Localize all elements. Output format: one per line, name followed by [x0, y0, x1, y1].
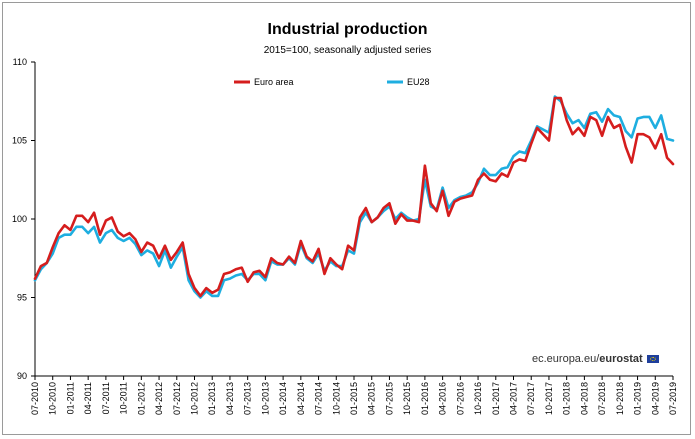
eurostat-credit: ec.europa.eu/eurostat	[532, 353, 659, 365]
credit-brand: eurostat	[599, 353, 643, 365]
chart-series	[33, 95, 675, 299]
eu-flag-icon	[646, 355, 659, 363]
x-tick-label: 10-2016	[473, 382, 483, 415]
x-tick-label: 07-2010	[30, 382, 40, 415]
x-tick-label: 07-2017	[526, 382, 536, 415]
x-tick-label: 01-2017	[491, 382, 501, 415]
x-tick-label: 01-2018	[562, 382, 572, 415]
x-tick-label: 01-2016	[420, 382, 430, 415]
x-tick-label: 04-2014	[296, 382, 306, 415]
x-tick-label: 10-2010	[48, 382, 58, 415]
x-tick-label: 07-2015	[384, 382, 394, 415]
chart-subtitle: 2015=100, seasonally adjusted series	[263, 45, 432, 56]
x-tick-label: 07-2012	[172, 382, 182, 415]
x-tick-label: 10-2017	[544, 382, 554, 415]
x-tick-label: 04-2012	[154, 382, 164, 415]
x-tick-label: 01-2011	[65, 382, 75, 414]
x-tick-label: 04-2019	[650, 382, 660, 415]
y-tick-label: 110	[13, 57, 27, 67]
x-tick-label: 04-2011	[83, 382, 93, 414]
x-tick-label: 04-2017	[509, 382, 519, 415]
x-tick-label: 04-2015	[367, 382, 377, 415]
x-tick-label: 07-2013	[243, 382, 253, 415]
x-tick-label: 01-2015	[349, 382, 359, 415]
legend-label: Euro area	[254, 77, 294, 87]
series-line-eu28	[33, 95, 675, 299]
x-tick-label: 10-2011	[119, 382, 129, 414]
chart-axes: 90 95 100 105 110 07-2010 10-2010 01-2011 04-201…	[12, 57, 678, 415]
x-tick-label: 04-2013	[225, 382, 235, 415]
legend-label: EU28	[407, 77, 430, 87]
x-tick-label: 07-2014	[314, 382, 324, 415]
chart-legend: Euro area EU28	[234, 77, 430, 87]
x-tick-label: 07-2016	[455, 382, 465, 415]
x-tick-label: 01-2019	[633, 382, 643, 415]
x-tick-label: 10-2018	[615, 382, 625, 415]
x-tick-label: 07-2019	[668, 382, 678, 415]
x-tick-label: 10-2013	[260, 382, 270, 415]
x-tick-label: 10-2015	[402, 382, 412, 415]
x-tick-label: 04-2018	[579, 382, 589, 415]
chart-frame	[2, 2, 691, 435]
x-tick-label: 04-2016	[438, 382, 448, 415]
series-line-euro-area	[33, 96, 675, 298]
x-tick-label: 01-2013	[207, 382, 217, 415]
x-tick-label: 10-2014	[331, 382, 341, 415]
y-tick-label: 100	[12, 214, 27, 224]
chart-title: Industrial production	[267, 21, 428, 38]
x-tick-label: 01-2014	[278, 382, 288, 415]
x-tick-label: 10-2012	[190, 382, 200, 415]
x-tick-label: 07-2018	[597, 382, 607, 415]
credit-site: ec.europa.eu/	[532, 353, 600, 365]
y-tick-label: 95	[17, 293, 27, 303]
x-tick-label: 07-2011	[101, 382, 111, 414]
y-tick-label: 90	[17, 371, 27, 381]
x-tick-label: 01-2012	[136, 382, 146, 415]
y-tick-label: 105	[12, 136, 27, 146]
